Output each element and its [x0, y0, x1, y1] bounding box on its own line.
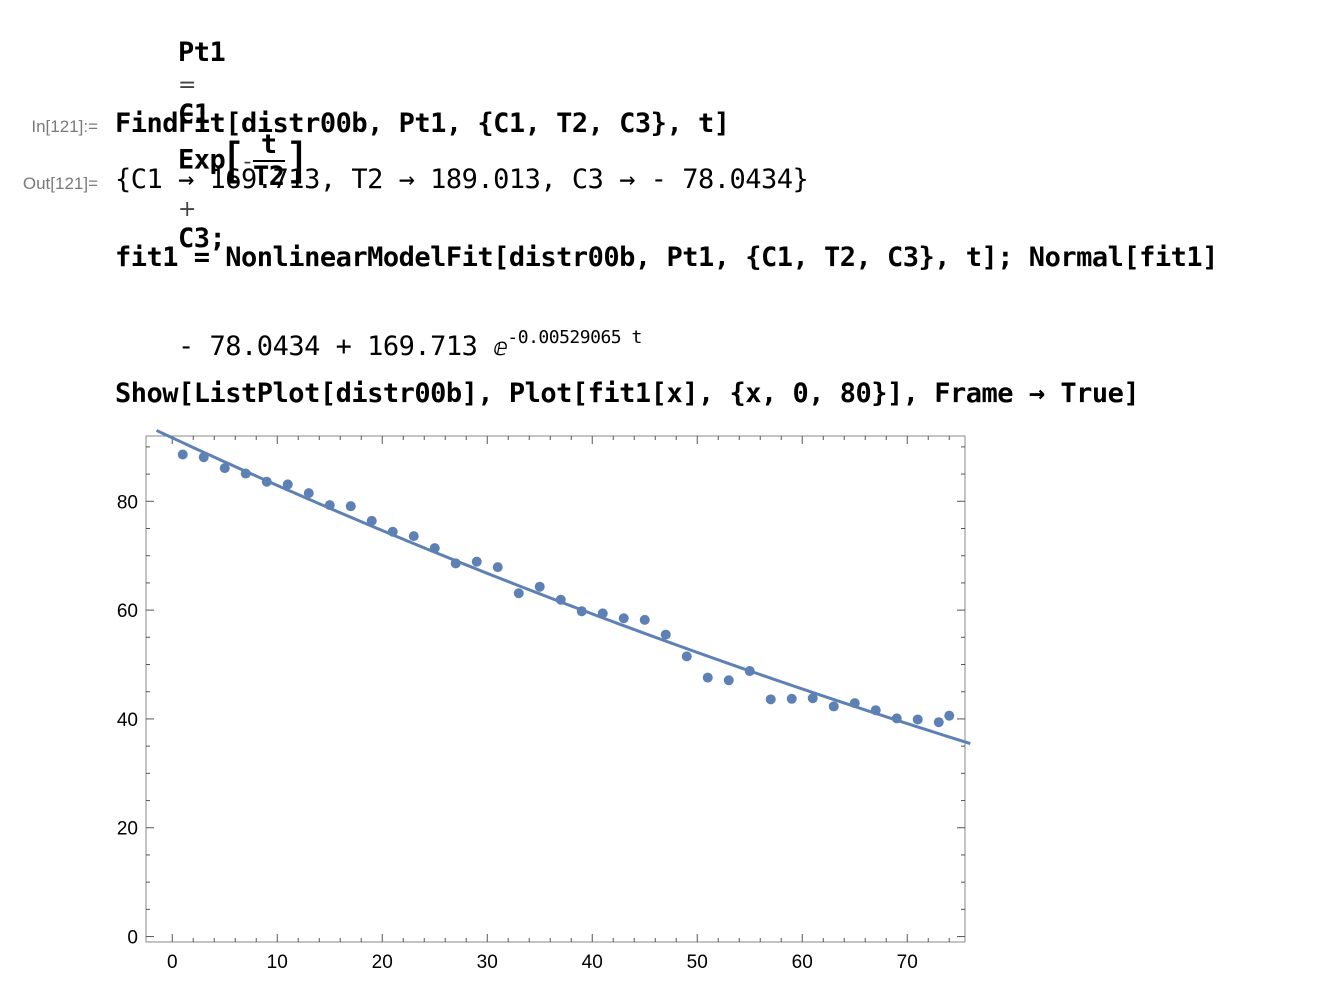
- x-tick-label: 50: [687, 952, 708, 973]
- def-c1: C1: [178, 99, 210, 130]
- data-point: [891, 713, 902, 724]
- data-point: [660, 629, 671, 640]
- data-point: [870, 705, 881, 716]
- data-point: [408, 531, 419, 542]
- y-tick-label: 80: [117, 492, 138, 513]
- definition-cell[interactable]: Pt1 = C1 Exp[- t T2] + C3;: [0, 0, 1317, 254]
- data-point: [429, 543, 440, 554]
- x-tick-label: 40: [582, 952, 603, 973]
- def-lhs: Pt1: [178, 37, 226, 68]
- data-point: [177, 449, 188, 460]
- input-cell-121[interactable]: In[121]:= FindFit[distr00b, Pt1, {C1, T2…: [0, 105, 1317, 145]
- fit-output-cell: - 78.0434 + 169.713 ⅇ-0.00529065 t: [0, 296, 1317, 362]
- data-point: [366, 515, 377, 526]
- def-plus: +: [178, 197, 196, 222]
- fit-plot[interactable]: 0 10 20 30 40 50 60 70 0 20 40 60 80: [0, 422, 1317, 982]
- data-point: [324, 500, 335, 511]
- x-tick-label: 70: [897, 952, 918, 973]
- x-tick-label: 0: [167, 952, 178, 973]
- data-point: [534, 581, 545, 592]
- fit-curve: [155, 429, 971, 745]
- data-point: [618, 613, 629, 624]
- left-bracket: [: [225, 133, 244, 189]
- fraction-numerator: t: [253, 130, 285, 162]
- show-input-cell[interactable]: Show[ListPlot[distr00b], Plot[fit1[x], {…: [0, 376, 1317, 416]
- show-code[interactable]: Show[ListPlot[distr00b], Plot[fit1[x], {…: [115, 378, 1140, 409]
- plot-frame: [145, 435, 966, 943]
- fit-code[interactable]: fit1 = NonlinearModelFit[distr00b, Pt1, …: [115, 242, 1218, 273]
- data-point: [576, 606, 587, 617]
- data-point: [944, 710, 955, 721]
- output-cell-121: Out[121]= {C1 → 169.713, T2 → 189.013, C…: [0, 162, 1317, 202]
- data-point: [492, 562, 503, 573]
- data-point: [765, 694, 776, 705]
- data-point: [555, 594, 566, 605]
- data-point: [240, 468, 251, 479]
- x-tick-label: 60: [792, 952, 813, 973]
- def-exp: Exp: [178, 144, 226, 176]
- data-point: [744, 666, 755, 677]
- data-point: [219, 463, 230, 474]
- right-bracket: ]: [286, 133, 306, 189]
- data-point: [261, 476, 272, 487]
- data-point: [723, 675, 734, 686]
- data-point: [933, 717, 944, 728]
- x-tick-label: 10: [267, 952, 288, 973]
- def-minus: -: [243, 149, 252, 175]
- data-point: [471, 556, 482, 567]
- x-tick-label: 20: [372, 952, 393, 973]
- fit-result: - 78.0434 + 169.713 ⅇ-0.00529065 t: [115, 300, 642, 393]
- fraction: t T2: [253, 130, 285, 192]
- input-label: In[121]:=: [31, 117, 98, 136]
- def-equals: =: [178, 73, 196, 98]
- x-tick-label: 30: [477, 952, 498, 973]
- def-rest: C3;: [178, 223, 226, 254]
- fit-exponent: -0.00529065 t: [507, 327, 642, 348]
- data-point: [849, 698, 860, 709]
- data-point: [282, 479, 293, 490]
- data-point: [513, 588, 524, 599]
- definition-code[interactable]: Pt1 = C1 Exp[- t T2] + C3;: [115, 6, 305, 285]
- exp-e-symbol: ⅇ: [493, 333, 508, 361]
- data-point: [450, 558, 461, 569]
- fraction-denominator: T2: [253, 161, 285, 192]
- y-tick-label: 20: [117, 819, 138, 840]
- findfit-code[interactable]: FindFit[distr00b, Pt1, {C1, T2, C3}, t]: [115, 108, 730, 139]
- fit-input-cell[interactable]: fit1 = NonlinearModelFit[distr00b, Pt1, …: [0, 240, 1317, 280]
- data-point: [912, 714, 923, 725]
- y-tick-label: 60: [117, 601, 138, 622]
- findfit-result: {C1 → 169.713, T2 → 189.013, C3 → - 78.0…: [115, 164, 809, 195]
- y-tick-label: 40: [117, 710, 138, 731]
- y-tick-label: 0: [127, 928, 138, 949]
- data-point: [345, 501, 356, 512]
- data-point: [387, 526, 398, 537]
- fit-result-base: - 78.0434 + 169.713: [178, 331, 494, 362]
- data-point: [639, 614, 650, 625]
- data-point: [786, 693, 797, 704]
- data-point: [597, 608, 608, 619]
- data-point: [681, 651, 692, 662]
- data-point: [702, 672, 713, 683]
- data-point: [807, 693, 818, 704]
- data-point: [303, 488, 314, 499]
- output-label: Out[121]=: [22, 174, 98, 193]
- data-point: [198, 452, 209, 463]
- data-point: [828, 701, 839, 712]
